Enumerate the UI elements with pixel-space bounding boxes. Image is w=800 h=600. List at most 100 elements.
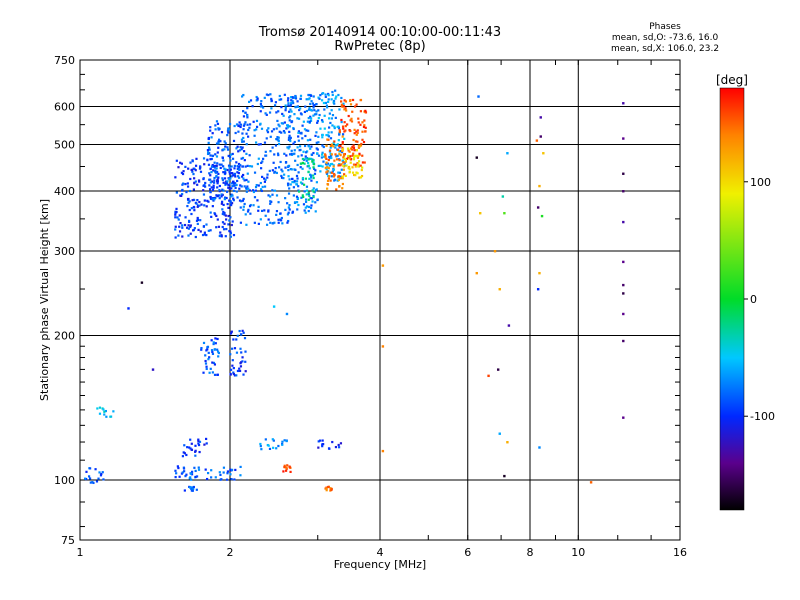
echo-point [242, 140, 245, 143]
echo-point [282, 114, 285, 117]
echo-point [336, 143, 340, 146]
echo-point [272, 305, 276, 308]
echo-point [222, 189, 225, 192]
echo-point [214, 124, 217, 127]
echo-point [291, 100, 294, 103]
echo-point [338, 144, 341, 147]
echo-point [109, 415, 112, 418]
echo-point [244, 121, 247, 124]
echo-point [311, 102, 315, 105]
echo-point [234, 186, 237, 190]
echo-point [357, 163, 360, 166]
echo-point [229, 195, 232, 198]
echo-point [234, 468, 237, 472]
echo-point [240, 333, 243, 336]
echo-point [349, 129, 352, 133]
echo-point [324, 93, 327, 96]
echo-point [288, 119, 291, 122]
echo-point [198, 200, 201, 204]
echo-point [326, 182, 329, 186]
echo-point [294, 97, 298, 100]
echo-point [338, 130, 341, 134]
echo-point [205, 367, 208, 371]
echo-point [203, 231, 206, 234]
echo-point [329, 163, 332, 166]
echo-point [245, 190, 248, 193]
echo-point [305, 205, 309, 208]
echo-point [307, 129, 310, 132]
echo-point [177, 466, 180, 470]
echo-point [292, 142, 295, 145]
echo-point [191, 199, 194, 202]
echo-point [236, 334, 239, 337]
echo-point [225, 218, 228, 221]
echo-point [283, 152, 286, 155]
echo-point [225, 182, 228, 185]
echo-point [212, 169, 215, 172]
echo-point [223, 213, 226, 216]
echo-point [287, 182, 290, 185]
echo-point [215, 226, 218, 229]
echo-point [229, 468, 232, 471]
echo-point [296, 105, 299, 108]
echo-point [230, 203, 233, 207]
echo-point [244, 350, 247, 353]
echo-point [273, 221, 276, 224]
echo-point [235, 374, 238, 377]
echo-point [307, 209, 310, 213]
echo-point [230, 153, 233, 156]
echo-point [278, 125, 281, 128]
echo-point [207, 136, 211, 140]
echo-point [361, 130, 364, 133]
echo-point [312, 151, 315, 155]
echo-point [217, 127, 220, 130]
echo-point [266, 173, 269, 176]
echo-point [265, 223, 269, 226]
echo-point [215, 194, 218, 197]
echo-point [276, 136, 279, 139]
echo-point [274, 101, 278, 104]
x-axis-label: Frequency [MHz] [334, 558, 426, 571]
echo-point [237, 162, 241, 166]
echo-point [341, 182, 344, 186]
echo-point [285, 439, 288, 443]
echo-point [297, 203, 300, 207]
echo-point [361, 161, 364, 164]
echo-point [288, 204, 291, 207]
echo-point [195, 488, 198, 491]
echo-point [228, 166, 231, 169]
echo-point [240, 185, 243, 188]
echo-point [344, 129, 347, 132]
echo-point [245, 223, 248, 226]
echo-point [318, 439, 322, 442]
echo-point [304, 198, 308, 201]
echo-point [263, 177, 266, 180]
echo-point [332, 99, 336, 103]
echo-point [210, 171, 213, 174]
echo-point [186, 446, 189, 449]
echo-point [260, 448, 263, 451]
echo-point [334, 146, 337, 149]
echo-point [187, 227, 190, 230]
echo-point [349, 99, 352, 103]
echo-point [289, 139, 292, 143]
echo-point [209, 129, 212, 132]
echo-point [216, 373, 219, 376]
echo-point [312, 166, 315, 169]
echo-point [182, 170, 185, 173]
echo-point [359, 98, 363, 102]
echo-point [332, 141, 335, 144]
echo-point [323, 114, 326, 117]
echo-point [364, 109, 367, 112]
echo-point [331, 170, 334, 173]
echo-point [361, 138, 364, 141]
echo-point [337, 127, 341, 130]
echo-point [226, 470, 230, 473]
echo-point [242, 331, 245, 334]
echo-point [301, 194, 304, 197]
echo-point [263, 209, 266, 212]
echo-point [286, 99, 290, 102]
echo-point [288, 208, 291, 211]
echo-point [239, 365, 243, 368]
echo-point [475, 271, 478, 275]
